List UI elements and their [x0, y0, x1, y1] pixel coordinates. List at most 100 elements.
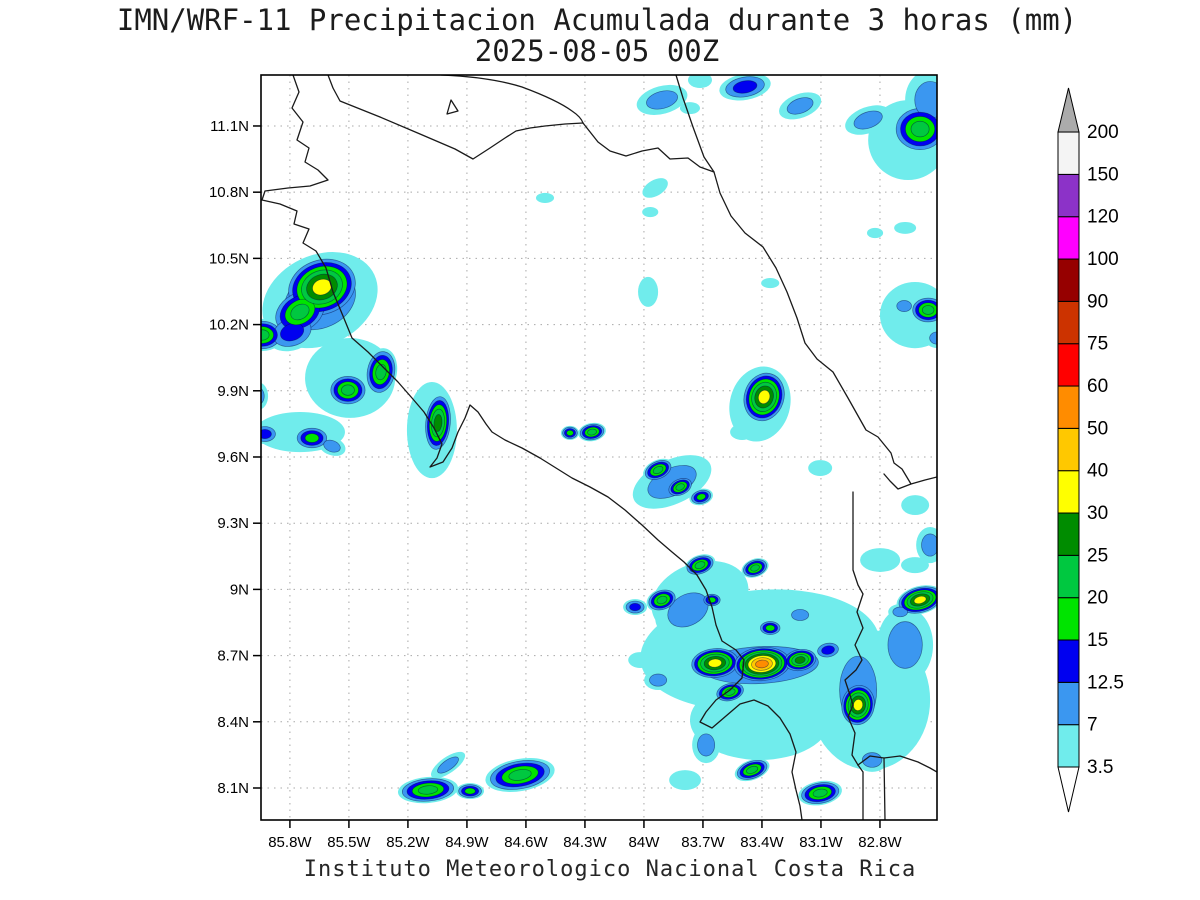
colorbar-segment: [1057, 173, 1080, 218]
colorbar-tick-label: 100: [1087, 249, 1119, 270]
footer-credit: Instituto Meteorologico Nacional Costa R…: [304, 857, 917, 882]
precip-contour-level-3.5: [638, 276, 659, 307]
precip-contour-level-20: [750, 564, 760, 572]
precip-contour-level-3.5: [669, 770, 701, 790]
precip-contour-level-20: [652, 466, 664, 475]
lon-tick-label: 85.2W: [386, 834, 430, 851]
colorbar-tick-label: 7: [1087, 715, 1098, 736]
colorbar-tick-label: 25: [1087, 545, 1108, 566]
lat-tick-label: 9.3N: [217, 515, 249, 532]
colorbar-tick-label: 15: [1087, 630, 1108, 651]
island-outline: [446, 99, 459, 115]
precip-contour-level-7: [649, 673, 668, 687]
colorbar-tick-label: 120: [1087, 207, 1119, 228]
precip-contour-level-15: [765, 624, 776, 632]
colorbar-tick-label: 60: [1087, 376, 1108, 397]
lon-tick-label: 84.9W: [445, 834, 489, 851]
lon-tick-label: 84.3W: [563, 834, 607, 851]
precip-contour-level-20: [290, 303, 310, 321]
grid-lines: 85.8W 85.5W 85.2W 84.9W 84.6W 84.3W 84W 83.7W 83…: [209, 75, 937, 851]
precip-contour-level-7: [921, 533, 937, 557]
precip-contour-level-15: [304, 433, 320, 443]
precip-contour-level-30: [913, 595, 927, 605]
nicaragua-border: [582, 122, 715, 173]
lon-tick-label: 83.1W: [799, 834, 843, 851]
precip-contour-level-20: [675, 483, 685, 491]
figure-title: IMN/WRF-11 Precipitacion Acumulada duran…: [117, 3, 1077, 37]
colorbar-segment: [1057, 131, 1080, 175]
caribbean-coast: [675, 75, 912, 490]
figure-valid-time: 2025-08-05 00Z: [475, 34, 719, 68]
precip-contour-level-20: [261, 329, 270, 341]
colorbar-segment: [1057, 300, 1080, 345]
colorbar-segment: [1057, 639, 1080, 683]
lon-tick-label: 85.8W: [268, 834, 312, 851]
precip-contour-level-3.5: [761, 278, 780, 289]
colorbar-tick-label: 90: [1087, 291, 1108, 312]
precip-contour-level-3.5: [642, 206, 659, 218]
colorbar-tick-label: 12.5: [1087, 672, 1124, 693]
panama-border: [844, 491, 864, 766]
pacific-coast: [261, 75, 803, 820]
lon-tick-label: 84W: [629, 834, 661, 851]
lat-tick-label: 9N: [230, 581, 249, 598]
colorbar-tick-label: 50: [1087, 418, 1108, 439]
precip-contour-level-3.5: [642, 178, 668, 198]
precip-contour-level-7: [896, 300, 912, 312]
precip-contour-level-12.5: [261, 429, 272, 439]
precip-contour-level-20: [921, 305, 935, 315]
precip-contour-level-12.5: [629, 603, 642, 612]
lat-tick-label: 8.4N: [217, 714, 249, 731]
precip-contour-level-15: [464, 787, 476, 795]
colorbar-tick-label: 75: [1087, 334, 1108, 355]
colorbar-tick-label: 40: [1087, 461, 1108, 482]
precip-contour-level-30: [853, 699, 864, 712]
precip-contour-level-3.5: [866, 227, 884, 239]
precip-contour-level-12.5: [280, 322, 305, 342]
precip-contour-level-25: [794, 656, 806, 664]
precip-contour-level-20: [508, 769, 532, 781]
precip-contour-level-7: [861, 752, 883, 768]
lon-tick-label: 85.5W: [327, 834, 371, 851]
lat-tick-label: 8.7N: [217, 648, 249, 665]
colorbar-tick-label: 30: [1087, 503, 1108, 524]
punta-burica-west: [857, 764, 864, 820]
precip-contour-level-3.5: [535, 192, 555, 203]
lake-nicaragua-n-shore: [440, 75, 584, 124]
lon-tick-label: 83.7W: [681, 834, 725, 851]
punta-burica-east: [857, 755, 886, 820]
precip-contour-level-20: [812, 788, 828, 798]
colorbar-segment: [1057, 258, 1080, 302]
colorbar-segment: [1057, 216, 1080, 260]
precip-contour-level-3.5: [901, 557, 929, 574]
precip-contour-level-25: [433, 414, 443, 432]
precip-contour-level-3.5: [730, 424, 755, 440]
precip-contour-level-3.5: [808, 460, 833, 476]
lake-nicaragua-sw-shore: [327, 75, 584, 160]
precip-contour-level-7: [892, 606, 908, 618]
lat-tick-label: 9.6N: [217, 449, 249, 466]
precip-contour-level-30: [757, 389, 771, 405]
precip-contour-level-30: [707, 658, 722, 668]
precip-contour-level-12.5: [732, 80, 758, 94]
lon-tick-label: 82.8W: [858, 834, 902, 851]
colorbar-tick-label: 3.5: [1087, 757, 1113, 778]
colorbar-segment: [1057, 385, 1080, 429]
precip-contour-level-7: [323, 439, 341, 453]
colorbar-segment: [1057, 724, 1080, 768]
lat-tick-label: 11.1N: [210, 118, 249, 135]
colorbar-under-arrow: [1057, 766, 1080, 813]
colorbar-segment: [1057, 554, 1080, 599]
precip-contour-level-3.5: [261, 382, 269, 410]
caribbean-coast-east: [910, 476, 937, 485]
map-frame: [260, 74, 938, 821]
precip-contour-level-15: [566, 429, 574, 436]
precip-contour-level-7: [887, 621, 923, 669]
colorbar-tick-label: 20: [1087, 588, 1108, 609]
chiriqui-coast: [883, 755, 937, 773]
precip-contour-level-3.5: [901, 495, 930, 516]
colorbar-segment: [1057, 681, 1080, 726]
precip-contour-level-7: [437, 756, 459, 774]
lat-tick-label: 8.1N: [217, 780, 249, 797]
